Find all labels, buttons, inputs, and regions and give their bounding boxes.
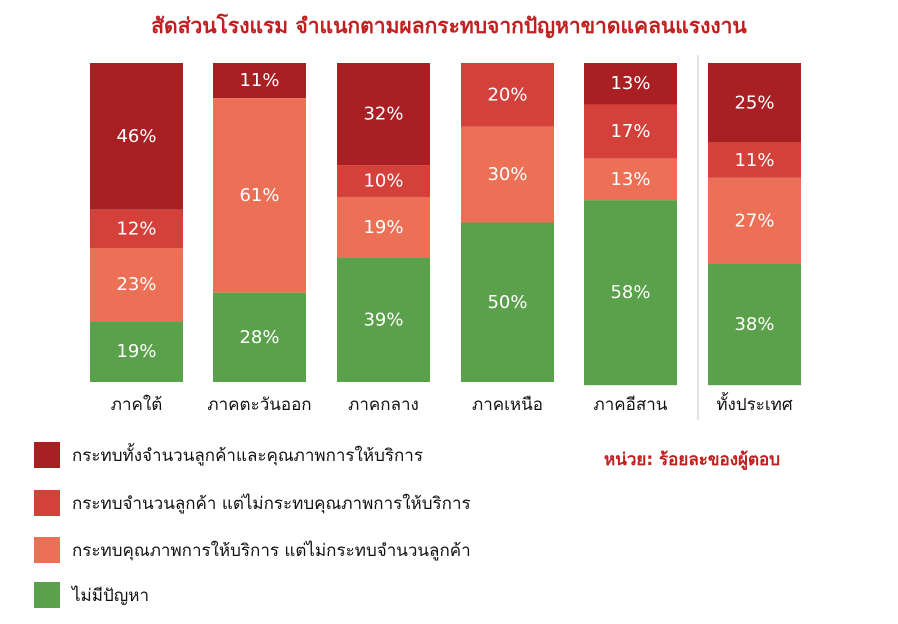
data-label: 28% bbox=[239, 327, 279, 348]
data-label: 46% bbox=[116, 126, 156, 147]
bar-segment bbox=[584, 104, 677, 159]
data-label: 17% bbox=[610, 121, 650, 142]
bar-segment bbox=[584, 200, 677, 386]
chart-title: สัดส่วนโรงแรม จำแนกตามผลกระทบจากปัญหาขาด… bbox=[151, 14, 747, 38]
bar-segment bbox=[461, 63, 554, 127]
legend-item: ไม่มีปัญหา bbox=[34, 580, 149, 610]
legend-swatch bbox=[34, 442, 60, 468]
data-label: 12% bbox=[116, 218, 156, 239]
category-label: ภาคตะวันออก bbox=[207, 395, 311, 415]
category-label: ภาคใต้ bbox=[111, 394, 162, 415]
data-label: 23% bbox=[116, 274, 156, 295]
data-label: 27% bbox=[734, 210, 774, 231]
bar-segment bbox=[213, 98, 306, 293]
bar-segment bbox=[708, 263, 801, 386]
data-label: 20% bbox=[487, 84, 527, 105]
bar-segment bbox=[90, 321, 183, 382]
bar-segment bbox=[708, 177, 801, 264]
data-label: 39% bbox=[363, 309, 403, 330]
legend-item: กระทบทั้งจำนวนลูกค้าและคุณภาพการให้บริกา… bbox=[34, 440, 423, 470]
stacked-bar-chart: 46% 12% 23% 19% 11% 61% 28% 32% 10% 19% 39% 20% 30% 5… bbox=[90, 55, 801, 420]
bar-segment bbox=[213, 63, 306, 99]
data-label: 50% bbox=[487, 292, 527, 313]
legend-swatch bbox=[34, 490, 60, 516]
legend-label: กระทบทั้งจำนวนลูกค้าและคุณภาพการให้บริกา… bbox=[72, 445, 423, 466]
bar-segment bbox=[337, 196, 430, 258]
bar-segment bbox=[213, 292, 306, 382]
bar-segment bbox=[337, 165, 430, 197]
data-label: 10% bbox=[363, 171, 403, 192]
data-label: 30% bbox=[487, 164, 527, 185]
data-label: 11% bbox=[239, 70, 279, 91]
legend-item: กระทบจำนวนลูกค้า แต่ไม่กระทบคุณภาพการให้… bbox=[34, 488, 471, 518]
bar-segment bbox=[90, 248, 183, 322]
bar-segment bbox=[90, 63, 183, 210]
legend-item: กระทบคุณภาพการให้บริการ แต่ไม่กระทบจำนวน… bbox=[34, 535, 471, 565]
data-label: 19% bbox=[363, 217, 403, 238]
bar-segment bbox=[708, 63, 801, 143]
data-label: 32% bbox=[363, 104, 403, 125]
legend-swatch bbox=[34, 582, 60, 608]
bar-segment bbox=[90, 209, 183, 249]
data-label: 19% bbox=[116, 341, 156, 362]
category-label: ภาคเหนือ bbox=[472, 395, 543, 415]
bar-segment bbox=[584, 158, 677, 201]
data-label: 11% bbox=[734, 150, 774, 171]
category-label: ภาคกลาง bbox=[348, 395, 419, 415]
data-label: 25% bbox=[734, 92, 774, 113]
legend-swatch bbox=[34, 537, 60, 563]
category-label: ภาคอีสาน bbox=[594, 395, 668, 415]
unit-note: หน่วย: ร้อยละของผู้ตอบ bbox=[604, 450, 781, 470]
legend-label: กระทบจำนวนลูกค้า แต่ไม่กระทบคุณภาพการให้… bbox=[72, 493, 471, 514]
bar-segment bbox=[337, 63, 430, 166]
legend-label: กระทบคุณภาพการให้บริการ แต่ไม่กระทบจำนวน… bbox=[72, 540, 471, 561]
bar-segment bbox=[337, 257, 430, 382]
bar-segment bbox=[461, 222, 554, 382]
data-label: 13% bbox=[610, 73, 650, 94]
category-label: ทั้งประเทศ bbox=[716, 392, 793, 415]
data-label: 38% bbox=[734, 314, 774, 335]
bar-segment bbox=[461, 126, 554, 223]
data-label: 61% bbox=[239, 185, 279, 206]
bar-segment bbox=[584, 63, 677, 105]
data-label: 13% bbox=[610, 169, 650, 190]
legend-label: ไม่มีปัญหา bbox=[72, 585, 149, 606]
bar-segment bbox=[708, 142, 801, 178]
data-label: 58% bbox=[610, 282, 650, 303]
